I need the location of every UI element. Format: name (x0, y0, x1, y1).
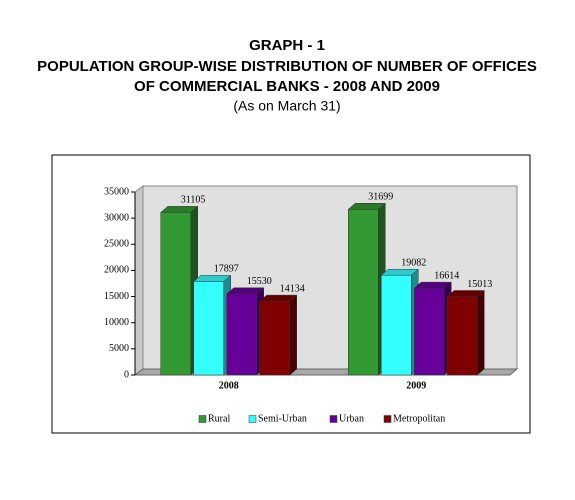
x-tick-label: 2008 (219, 380, 239, 391)
x-tick-label: 2009 (406, 380, 426, 391)
bar (259, 300, 290, 376)
chart-title: GRAPH - 1 (249, 37, 325, 54)
legend-label: Semi-Urban (258, 413, 307, 424)
y-tick-label: 35000 (104, 186, 129, 197)
legend-label: Rural (208, 413, 230, 424)
bar (381, 274, 412, 376)
bar-side (289, 294, 297, 376)
bar-side (477, 289, 485, 376)
chart-subtitle: POPULATION GROUP-WISE DISTRIBUTION OF NU… (37, 58, 537, 75)
data-label: 17897 (214, 264, 239, 275)
bar (414, 287, 445, 376)
bar (447, 296, 478, 376)
bar (193, 281, 224, 376)
data-label: 31699 (368, 192, 393, 203)
chart-note: (As on March 31) (233, 98, 340, 114)
y-tick-label: 25000 (104, 239, 129, 250)
y-tick-label: 30000 (104, 212, 129, 223)
data-label: 16614 (434, 270, 459, 281)
y-tick-label: 15000 (104, 291, 129, 302)
legend-swatch (198, 415, 207, 423)
legend-label: Metropolitan (393, 413, 445, 424)
y-tick-label: 0 (124, 369, 129, 380)
bar (160, 212, 191, 376)
legend-label: Urban (339, 413, 364, 424)
chart-subtitle: OF COMMERCIAL BANKS - 2008 AND 2009 (134, 78, 440, 95)
legend-swatch (248, 415, 257, 423)
bar (226, 293, 257, 376)
bar (348, 209, 379, 376)
y-tick-label: 5000 (109, 343, 129, 354)
data-label: 15530 (247, 276, 272, 287)
legend-swatch (383, 415, 392, 423)
y-tick-label: 20000 (104, 265, 129, 276)
y-tick-label: 10000 (104, 317, 129, 328)
side-wall (134, 185, 144, 376)
data-label: 19082 (401, 258, 426, 269)
data-label: 31105 (181, 195, 206, 206)
legend-swatch (329, 415, 338, 423)
data-label: 14134 (280, 283, 305, 294)
data-label: 15013 (467, 279, 492, 290)
